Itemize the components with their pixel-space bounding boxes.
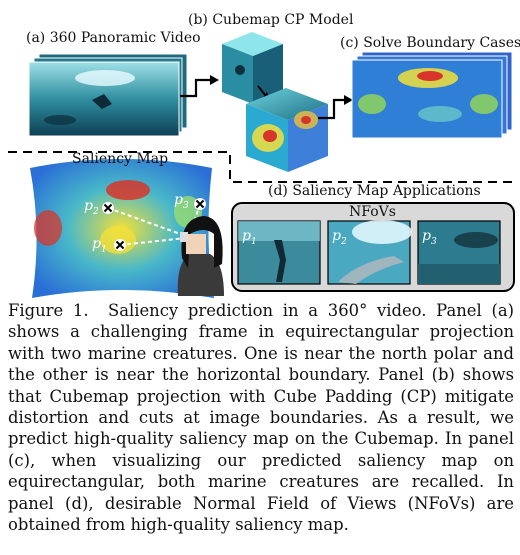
figure-number: Figure 1. xyxy=(8,301,89,320)
point-marker-p2 xyxy=(102,202,114,214)
nfov-tile-2-label: p2 xyxy=(332,228,347,250)
cube-arrow xyxy=(257,85,267,97)
caption-text: Saliency prediction in a 360° video. Pan… xyxy=(8,301,515,535)
cubemap-cube-saliency xyxy=(246,88,328,172)
point-p3-sub: 3 xyxy=(182,200,189,211)
nfov-tile-2 xyxy=(327,220,412,285)
point-p3-var: p xyxy=(174,192,183,208)
panel-b-label: (b) Cubemap CP Model xyxy=(188,12,354,28)
nfov-tile-3 xyxy=(417,220,501,285)
point-marker-p1 xyxy=(114,239,126,251)
arrow-a-to-b xyxy=(180,78,210,98)
panel-a-label: (a) 360 Panoramic Video xyxy=(26,30,201,46)
nfov-2-var: p xyxy=(332,228,341,244)
panel-c-label: (c) Solve Boundary Cases xyxy=(340,35,520,51)
nfov-tile-1-label: p1 xyxy=(242,228,257,250)
point-p2-var: p xyxy=(84,198,93,214)
nfov-3-sub: 3 xyxy=(430,236,437,247)
nfov-tile-1 xyxy=(237,220,321,285)
boundary-saliency-frames xyxy=(351,51,513,139)
figure-caption: Figure 1. Saliency prediction in a 360° … xyxy=(8,300,514,535)
viewer-silhouette xyxy=(177,216,224,296)
point-p2-sub: 2 xyxy=(92,206,99,217)
nfov-1-sub: 1 xyxy=(250,236,257,247)
point-label-p2: p2 xyxy=(84,198,99,220)
nfov-2-sub: 2 xyxy=(340,236,347,247)
point-label-p3: p3 xyxy=(174,192,189,214)
dashed-separator xyxy=(8,151,512,183)
marine-creature-shape xyxy=(44,115,76,125)
panel-d-label: (d) Saliency Map Applications xyxy=(268,183,481,199)
point-p1-sub: 1 xyxy=(100,244,107,255)
nfovs-label: NFoVs xyxy=(349,204,396,220)
saliency-map-label: Saliency Map xyxy=(72,151,169,167)
point-marker-p3 xyxy=(194,198,206,210)
point-label-p1: p1 xyxy=(92,236,107,258)
nfov-tile-3-label: p3 xyxy=(422,228,437,250)
nfov-3-var: p xyxy=(422,228,431,244)
panoramic-video-frames xyxy=(28,53,188,137)
point-p1-var: p xyxy=(92,236,101,252)
diver-shape xyxy=(92,94,112,109)
nfov-1-var: p xyxy=(242,228,251,244)
arrow-b-to-c xyxy=(318,98,344,120)
saliency-map-image xyxy=(30,159,214,298)
figure-illustration xyxy=(8,32,515,298)
